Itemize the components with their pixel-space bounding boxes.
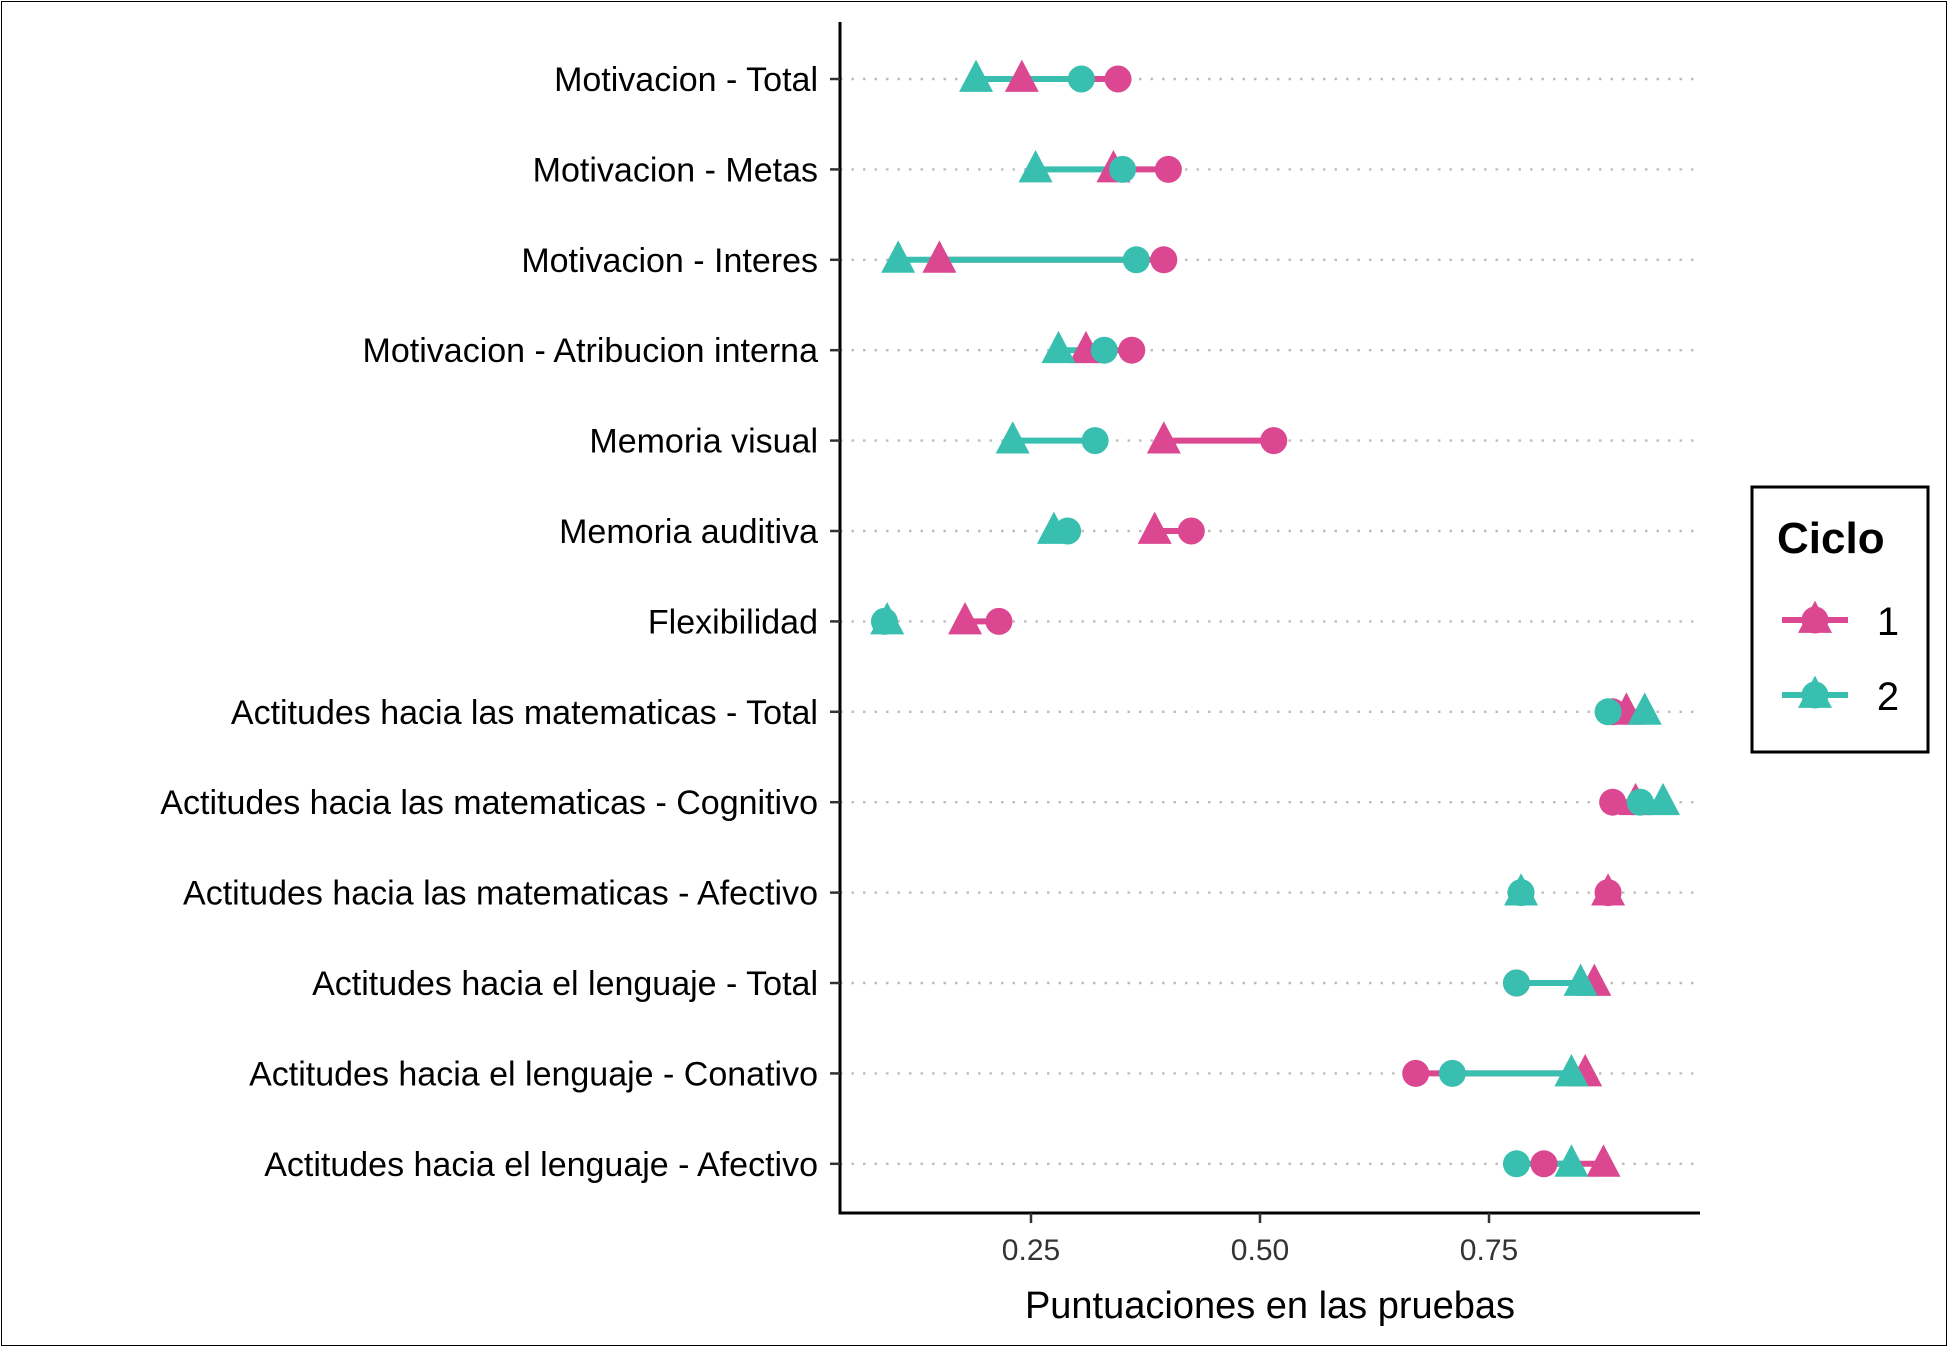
legend-label-2: 2 [1877, 675, 1899, 719]
y-tick-label: Actitudes hacia el lenguaje - Afectivo [264, 1146, 818, 1184]
triangle-marker-series-1 [948, 602, 983, 635]
y-tick-label: Motivacion - Metas [533, 151, 818, 189]
y-tick-label: Motivacion - Atribucion interna [363, 332, 819, 370]
circle-marker-series-2 [1090, 336, 1118, 364]
legend-key-triangle-2 [1798, 675, 1832, 708]
legend-title: Ciclo [1777, 514, 1885, 563]
circle-marker-series-2 [1109, 155, 1137, 183]
triangle-marker-series-2 [1554, 1054, 1589, 1087]
triangle-marker-series-2 [1563, 963, 1598, 996]
circle-marker-series-1 [1599, 788, 1627, 816]
triangle-marker-series-2 [1646, 782, 1681, 816]
triangle-marker-series-2 [1018, 150, 1053, 183]
y-tick-label: Flexibilidad [648, 603, 818, 641]
triangle-marker-series-2 [1554, 1144, 1589, 1177]
x-tick-label: 0.25 [1002, 1234, 1060, 1267]
circle-marker-series-1 [1154, 155, 1182, 183]
x-tick-label: 0.50 [1231, 1234, 1289, 1267]
y-tick-label: Memoria auditiva [559, 513, 818, 551]
triangle-marker-series-1 [1137, 511, 1172, 544]
triangle-marker-series-2 [1504, 873, 1539, 906]
circle-marker-series-2 [1081, 427, 1109, 455]
circle-marker-series-2 [1502, 969, 1530, 997]
circle-marker-series-2 [1626, 788, 1654, 816]
triangle-marker-series-2 [870, 602, 905, 635]
legend-key-triangle-1 [1798, 600, 1832, 633]
circle-marker-series-1 [1118, 336, 1146, 364]
circle-marker-series-1 [1530, 1150, 1558, 1178]
circle-marker-series-2 [1067, 65, 1095, 93]
triangle-marker-series-2 [1036, 511, 1071, 544]
circle-marker-series-1 [985, 607, 1013, 635]
circle-marker-series-2 [1122, 246, 1150, 274]
y-tick-label: Motivacion - Interes [521, 242, 818, 280]
y-tick-label: Actitudes hacia el lenguaje - Conativo [249, 1055, 818, 1093]
triangle-marker-series-2 [1041, 330, 1076, 364]
triangle-marker-series-2 [881, 240, 916, 273]
circle-marker-series-2 [1594, 698, 1622, 726]
x-tick-labels: 0.25 0.50 0.75 [1002, 1234, 1518, 1267]
circle-marker-series-1 [1260, 427, 1288, 455]
circle-marker-series-2 [1502, 1150, 1530, 1178]
circle-marker-series-1 [1150, 246, 1178, 274]
y-tick-label: Actitudes hacia las matematicas - Cognit… [160, 784, 818, 822]
y-tick-labels: Motivacion - Total Motivacion - Metas Moti… [160, 61, 818, 1184]
triangle-marker-series-2 [995, 421, 1030, 454]
circle-marker-series-1 [1402, 1059, 1430, 1087]
axes [830, 22, 1700, 1223]
x-tick-label: 0.75 [1460, 1234, 1518, 1267]
data-markers [870, 59, 1681, 1178]
triangle-marker-series-1 [1146, 421, 1181, 454]
y-tick-label: Actitudes hacia el lenguaje - Total [312, 965, 818, 1003]
triangle-marker-series-1 [1004, 59, 1039, 92]
y-tick-label: Memoria visual [589, 423, 818, 461]
y-tick-label: Motivacion - Total [554, 61, 818, 99]
y-tick-label: Actitudes hacia las matematicas - Total [231, 694, 818, 732]
circle-marker-series-1 [1177, 517, 1205, 545]
triangle-marker-series-2 [959, 59, 994, 92]
x-axis-title: Puntuaciones en las pruebas [1025, 1285, 1515, 1327]
circle-marker-series-1 [1104, 65, 1132, 93]
y-tick-label: Actitudes hacia las matematicas - Afecti… [183, 875, 818, 913]
circle-marker-series-2 [1438, 1059, 1466, 1087]
triangle-marker-series-1 [1586, 1144, 1621, 1177]
legend: Ciclo 1 2 [1750, 485, 1930, 754]
triangle-marker-series-1 [1591, 873, 1626, 906]
triangle-marker-series-1 [922, 240, 957, 273]
triangle-marker-series-2 [1627, 692, 1662, 725]
legend-label-1: 1 [1877, 600, 1899, 644]
